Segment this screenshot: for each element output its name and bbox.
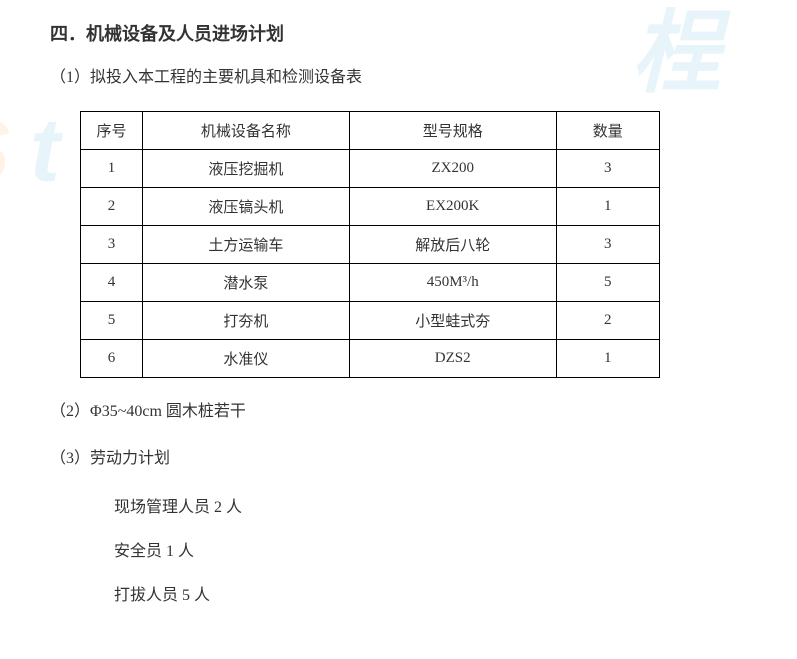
cell-qty: 1 xyxy=(556,187,659,225)
cell-spec: 解放后八轮 xyxy=(349,225,556,263)
cell-qty: 3 xyxy=(556,149,659,187)
cell-qty: 5 xyxy=(556,263,659,301)
cell-spec: EX200K xyxy=(349,187,556,225)
item3-label: （3）劳动力计划 xyxy=(50,445,747,474)
cell-num: 3 xyxy=(81,225,143,263)
table-row: 2 液压镐头机 EX200K 1 xyxy=(81,187,660,225)
cell-spec: DZS2 xyxy=(349,339,556,377)
cell-qty: 2 xyxy=(556,301,659,339)
item2-label: （2）Φ35~40cm 圆木桩若干 xyxy=(50,398,747,427)
cell-spec: 小型蛙式夯 xyxy=(349,301,556,339)
equipment-table: 序号 机械设备名称 型号规格 数量 1 液压挖掘机 ZX200 3 2 液压镐头… xyxy=(80,111,660,378)
table-row: 3 土方运输车 解放后八轮 3 xyxy=(81,225,660,263)
section-title: 四．机械设备及人员进场计划 xyxy=(50,20,747,46)
cell-qty: 3 xyxy=(556,225,659,263)
cell-spec: 450M³/h xyxy=(349,263,556,301)
cell-spec: ZX200 xyxy=(349,149,556,187)
header-qty: 数量 xyxy=(556,111,659,149)
cell-num: 6 xyxy=(81,339,143,377)
watermark-text-left2: t xyxy=(30,100,60,203)
cell-name: 液压镐头机 xyxy=(143,187,350,225)
cell-qty: 1 xyxy=(556,339,659,377)
table-row: 5 打夯机 小型蛙式夯 2 xyxy=(81,301,660,339)
table-header-row: 序号 机械设备名称 型号规格 数量 xyxy=(81,111,660,149)
cell-name: 水准仪 xyxy=(143,339,350,377)
cell-num: 4 xyxy=(81,263,143,301)
cell-name: 土方运输车 xyxy=(143,225,350,263)
cell-num: 5 xyxy=(81,301,143,339)
cell-name: 潜水泵 xyxy=(143,263,350,301)
labor-line3: 打拔人员 5 人 xyxy=(114,581,747,605)
labor-line2: 安全员 1 人 xyxy=(114,537,747,561)
header-num: 序号 xyxy=(81,111,143,149)
labor-line1: 现场管理人员 2 人 xyxy=(114,493,747,517)
watermark-text-left: S xyxy=(0,100,10,203)
cell-name: 液压挖掘机 xyxy=(143,149,350,187)
watermark-text: 桯 xyxy=(631,0,717,110)
table-row: 4 潜水泵 450M³/h 5 xyxy=(81,263,660,301)
header-name: 机械设备名称 xyxy=(143,111,350,149)
table-row: 1 液压挖掘机 ZX200 3 xyxy=(81,149,660,187)
item1-label: （1）拟投入本工程的主要机具和检测设备表 xyxy=(50,64,747,93)
table-body: 1 液压挖掘机 ZX200 3 2 液压镐头机 EX200K 1 3 土方运输车… xyxy=(81,149,660,377)
cell-name: 打夯机 xyxy=(143,301,350,339)
cell-num: 1 xyxy=(81,149,143,187)
cell-num: 2 xyxy=(81,187,143,225)
header-spec: 型号规格 xyxy=(349,111,556,149)
table-row: 6 水准仪 DZS2 1 xyxy=(81,339,660,377)
